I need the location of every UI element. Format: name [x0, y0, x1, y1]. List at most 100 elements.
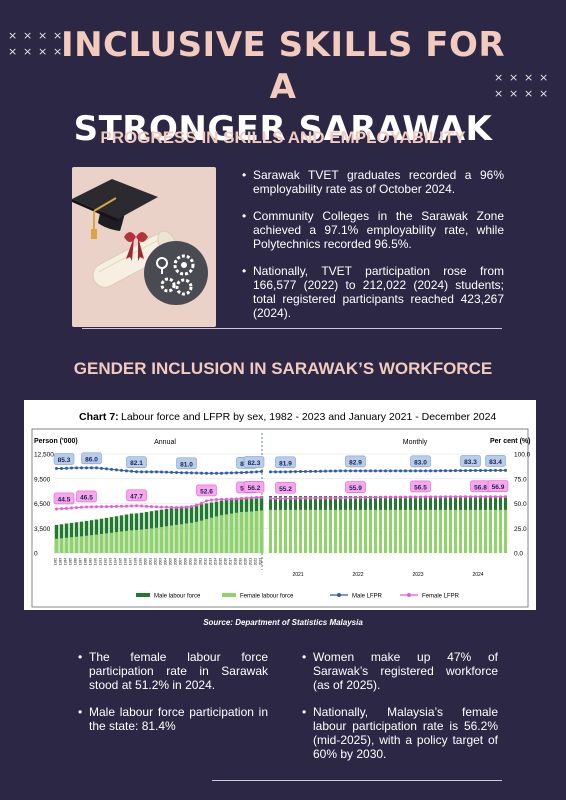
line-male-lfpr-point [454, 469, 457, 473]
divider [82, 328, 502, 329]
line-male-lfpr-point [195, 471, 198, 475]
bar-female-labour-force [339, 509, 342, 553]
line-male-lfpr-point [210, 471, 213, 475]
decor-x-pattern-left: × × × × × × × × [8, 29, 63, 58]
plot-frame [31, 428, 529, 608]
bar-female-labour-force [289, 509, 292, 553]
legend-label: Male labour force [154, 594, 201, 600]
line-female-lfpr-point [205, 499, 208, 503]
x-tick-label: 1999 [139, 558, 143, 565]
right-tick-label: 50.0 [514, 501, 527, 508]
line-male-lfpr-point [150, 470, 153, 474]
line-female-lfpr-point [190, 504, 193, 508]
left-axis-label: Person ('000) [34, 438, 78, 445]
bar-female-labour-force [334, 509, 337, 553]
line-male-lfpr-point [269, 470, 272, 474]
line-male-lfpr-point [100, 466, 103, 470]
bar-female-labour-force [209, 517, 214, 553]
line-female-lfpr-point [354, 496, 357, 500]
line-male-lfpr-point [120, 468, 123, 472]
bar-female-labour-force [254, 511, 259, 553]
gender-bullet-list-right: Women make up 47% of Sarawak’s registere… [302, 650, 498, 774]
callout-female-lfpr-box [76, 490, 97, 503]
bar-female-labour-force [54, 538, 59, 553]
callout-male-lfpr-box [485, 455, 506, 467]
bar-female-labour-force [199, 520, 204, 553]
line-male-lfpr-point [274, 470, 277, 474]
bar-female-labour-force [369, 509, 372, 553]
line-male-lfpr-point [284, 470, 287, 474]
line-female-lfpr-point [309, 496, 312, 500]
x-tick-label: 1984 [64, 558, 68, 565]
bar-female-labour-force [179, 524, 184, 553]
line-female-lfpr-point [150, 505, 153, 509]
bar-female-labour-force [174, 524, 179, 553]
line-male-lfpr-point [304, 470, 307, 474]
line-male-lfpr-point [419, 469, 422, 473]
bar-female-labour-force [154, 527, 159, 553]
callout-female-lfpr: 44.5 [58, 496, 71, 503]
line-male-lfpr-point [245, 470, 248, 474]
callout-male-lfpr: 86.0 [85, 456, 98, 463]
line-female-lfpr-point [369, 495, 372, 499]
callout-male-lfpr-box [410, 455, 431, 468]
x-tick-label: 2022 [254, 558, 258, 565]
line-male-lfpr-point [115, 468, 118, 472]
line-male-lfpr-point [484, 469, 487, 473]
line-male-lfpr-point [60, 466, 63, 470]
callout-male-lfpr: 81.0 [180, 461, 193, 468]
bar-female-labour-force [374, 509, 377, 553]
bar-female-labour-force [404, 509, 407, 553]
bar-female-labour-force [79, 536, 84, 553]
skills-bullet: Nationally, TVET participation rose from… [242, 264, 504, 320]
line-female-lfpr-point [294, 496, 297, 500]
left-tick-label: 9,500 [34, 476, 51, 483]
line-male-lfpr-point [175, 471, 178, 475]
legend-swatch [222, 593, 236, 597]
x-tick-label: 1989 [89, 558, 93, 565]
bar-female-labour-force [324, 509, 327, 553]
x-tick-label: 1982 [54, 558, 58, 565]
legend-marker [407, 593, 411, 597]
bar-female-labour-force [214, 516, 219, 553]
line-female-lfpr-point [379, 495, 382, 499]
bar-female-labour-force [269, 509, 272, 553]
line-male-lfpr-point [70, 466, 73, 470]
bar-female-labour-force [169, 525, 174, 553]
section-heading-gender: GENDER INCLUSION IN SARAWAK’S WORKFORCE [73, 359, 493, 378]
line-female-lfpr-point [469, 495, 472, 499]
line-female-lfpr-point [404, 495, 407, 499]
legend-marker [337, 593, 341, 597]
line-male-lfpr-point [230, 471, 233, 475]
line-female-lfpr-point [329, 496, 332, 500]
callout-female-lfpr: 52.6 [200, 488, 213, 495]
x-tick-label: 1983 [59, 558, 63, 565]
line-female-lfpr-point [145, 504, 148, 508]
line-female-lfpr-point [175, 505, 178, 509]
line-male-lfpr-point [90, 466, 93, 470]
line-female-lfpr-point [85, 505, 88, 509]
line-male-lfpr-point [314, 469, 317, 473]
x-tick-label: 2011 [199, 558, 203, 565]
bar-female-labour-force [304, 509, 307, 553]
bar-female-labour-force [259, 510, 264, 553]
bar-female-labour-force [309, 509, 312, 553]
bar-female-labour-force [329, 509, 332, 553]
line-female-lfpr-point [75, 506, 78, 510]
line-female-lfpr-point [195, 503, 198, 507]
bar-female-labour-force [439, 509, 442, 553]
gender-bullet: Women make up 47% of Sarawak’s registere… [302, 650, 498, 692]
line-female-lfpr-point [284, 496, 287, 500]
x-tick-label: 1990 [94, 558, 98, 565]
bar-female-labour-force [64, 537, 69, 553]
line-male-lfpr-point [309, 469, 312, 473]
callout-male-lfpr: 82.1 [130, 460, 143, 467]
bar-female-labour-force [479, 509, 482, 553]
x-tick-label: 2013 [209, 558, 213, 565]
bar-female-labour-force [379, 509, 382, 553]
callout-male-lfpr: 83.3 [464, 459, 477, 466]
line-male-lfpr-point [369, 469, 372, 473]
bar-female-labour-force [389, 509, 392, 553]
skills-bullet: Community Colleges in the Sarawak Zone a… [242, 209, 504, 251]
bar-female-labour-force [429, 509, 432, 553]
